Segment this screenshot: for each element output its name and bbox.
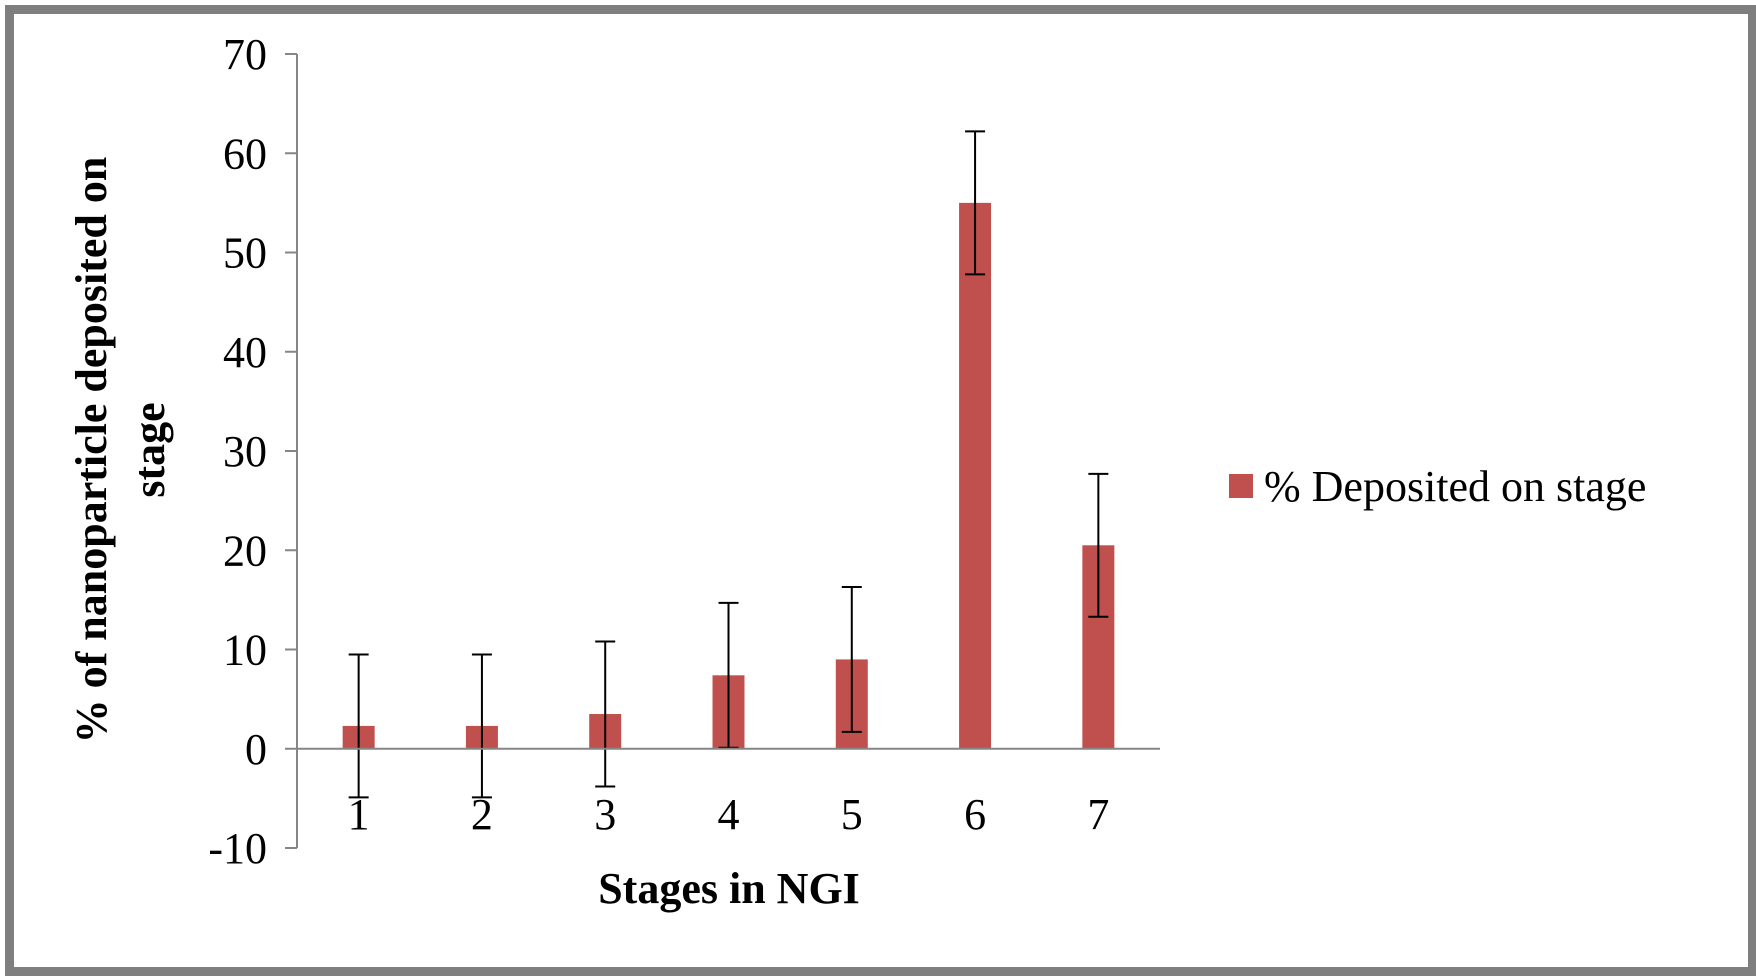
y-axis: -10 0 10 20 30 40 50 60 70	[208, 30, 298, 873]
bar	[959, 202, 992, 749]
category-labels: 1 2 3 4 5 6 7	[348, 790, 1110, 839]
x-category-label: 4	[718, 790, 740, 839]
y-axis-title-line-1: % of nanoparticle deposited on	[67, 157, 116, 744]
y-tick-label: 10	[223, 626, 267, 675]
legend-swatch	[1229, 474, 1253, 498]
x-category-label: 7	[1087, 790, 1109, 839]
legend: % Deposited on stage	[1229, 462, 1646, 511]
y-tick-label: 60	[223, 129, 267, 178]
x-category-label: 1	[348, 790, 370, 839]
y-tick-label: 30	[223, 427, 267, 476]
error-bars	[348, 130, 1109, 799]
y-axis-title-line-2: stage	[125, 402, 174, 497]
x-axis-title: Stages in NGI	[598, 864, 860, 913]
y-tick-label: 50	[223, 229, 267, 278]
y-axis-title: % of nanoparticle deposited on stage	[67, 157, 174, 744]
x-category-label: 3	[594, 790, 616, 839]
x-category-label: 5	[841, 790, 863, 839]
x-category-label: 2	[471, 790, 493, 839]
legend-label: % Deposited on stage	[1264, 462, 1646, 511]
y-tick-label: 40	[223, 328, 267, 377]
y-tick-label: -10	[208, 824, 267, 873]
x-category-label: 6	[964, 790, 986, 839]
y-tick-label: 0	[245, 725, 267, 774]
y-tick-label: 70	[223, 30, 267, 79]
y-tick-label: 20	[223, 526, 267, 575]
